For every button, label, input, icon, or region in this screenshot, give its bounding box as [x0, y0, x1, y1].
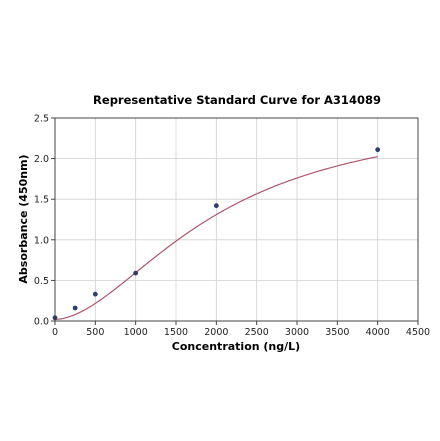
x-tick-label: 2000 [204, 327, 228, 338]
x-axis-ticks: 0 500 1000 1500 2000 2500 3000 3500 4000 4500 [52, 321, 430, 338]
y-tick-label: 1.0 [34, 235, 49, 246]
points-layer [52, 147, 381, 321]
y-tick-label: 2.0 [34, 154, 49, 165]
x-tick-label: 0 [52, 327, 58, 338]
grid-layer [54, 117, 419, 322]
data-point [213, 203, 219, 209]
curve-layer [54, 156, 378, 320]
y-axis-ticks: 0.0 0.5 1.0 1.5 2.0 2.5 [34, 114, 55, 328]
chart-title: Representative Standard Curve for A31408… [93, 93, 381, 107]
y-tick-label: 1.5 [34, 195, 49, 206]
fit-curve-line [54, 156, 378, 320]
x-tick-label: 3500 [325, 327, 349, 338]
plot-frame [54, 117, 419, 322]
x-axis-label: Concentration (ng/L) [172, 340, 300, 353]
data-point [92, 291, 98, 297]
data-point [133, 270, 139, 276]
x-tick-label: 2500 [245, 327, 269, 338]
x-tick-label: 1000 [124, 327, 148, 338]
y-axis-label: Absorbance (450nm) [17, 154, 30, 283]
data-point [375, 147, 381, 153]
data-point [72, 305, 78, 311]
x-tick-label: 4500 [406, 327, 430, 338]
y-tick-label: 0.5 [34, 276, 49, 287]
y-tick-label: 2.5 [34, 114, 49, 125]
x-tick-label: 3000 [285, 327, 309, 338]
x-tick-label: 1500 [164, 327, 188, 338]
y-tick-label: 0.0 [34, 317, 49, 328]
x-tick-label: 4000 [366, 327, 390, 338]
x-tick-label: 500 [86, 327, 104, 338]
